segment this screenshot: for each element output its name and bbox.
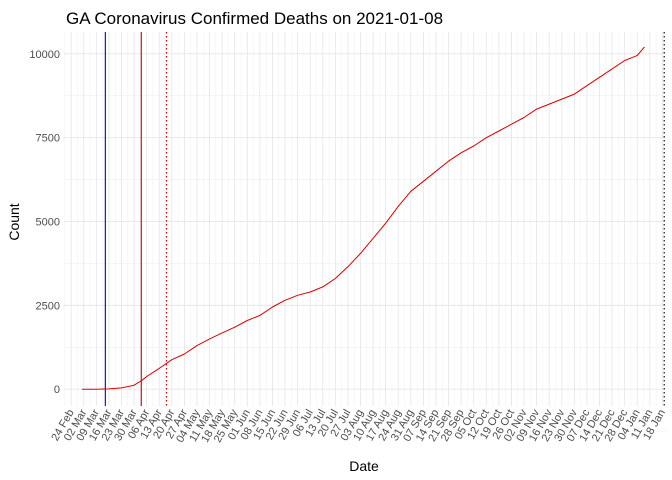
y-axis-title: Count [6, 203, 22, 240]
y-tick-label: 5000 [36, 217, 60, 229]
reference-vlines [104, 32, 665, 406]
y-tick-label: 7500 [36, 133, 60, 145]
y-tick-label: 10000 [29, 49, 60, 61]
chart-title: GA Coronavirus Confirmed Deaths on 2021-… [66, 9, 443, 28]
y-tick-label: 0 [54, 384, 60, 396]
x-axis-title: Date [349, 458, 379, 474]
y-tick-label: 2500 [36, 300, 60, 312]
series-layer [82, 46, 645, 390]
grid-lines [64, 32, 666, 432]
y-tick-labels: 0 2500 5000 7500 10000 [29, 49, 60, 396]
series-line-0 [82, 46, 645, 390]
